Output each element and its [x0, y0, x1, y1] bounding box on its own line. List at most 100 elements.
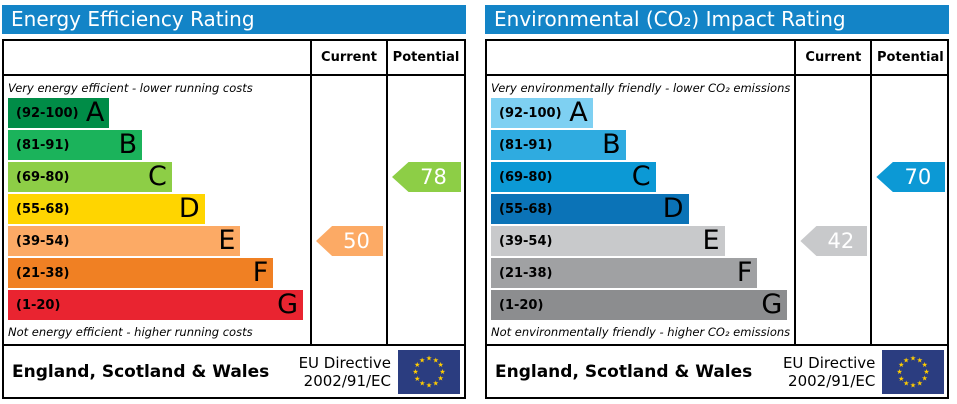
band-letter: E — [702, 225, 720, 256]
svg-text:★: ★ — [917, 356, 923, 364]
eu-flag-icon: ★ ★★★★★★★★★★★ — [882, 349, 945, 394]
panel-title-bar: Environmental (CO₂) Impact Rating — [485, 5, 949, 34]
bands-cell: Very environmentally friendly - lower CO… — [487, 76, 797, 344]
col-header-potential: Potential — [388, 41, 464, 76]
band-d: (55-68) D — [8, 194, 306, 224]
corner-cell — [4, 41, 312, 76]
band-bar: (69-80) C — [491, 162, 656, 192]
svg-text:★: ★ — [438, 361, 444, 369]
svg-text:★: ★ — [899, 361, 905, 369]
eu-directive-line1: EU Directive — [782, 353, 876, 372]
top-note: Very energy efficient - lower running co… — [8, 81, 253, 95]
svg-text:★: ★ — [899, 374, 905, 382]
panel-title-bar: Energy Efficiency Rating — [2, 5, 466, 34]
band-letter: D — [178, 193, 200, 224]
band-range-label: (21-38) — [499, 265, 553, 281]
band-range-label: (81-91) — [499, 137, 553, 153]
col-header-current: Current — [312, 41, 388, 76]
current-cell: 42 — [796, 76, 873, 344]
svg-text:★: ★ — [419, 356, 425, 364]
band-e: (39-54) E — [491, 226, 790, 256]
band-range-label: (39-54) — [16, 233, 70, 249]
band-range-label: (39-54) — [499, 233, 553, 249]
band-g: (1-20) G — [491, 290, 790, 320]
band-letter: B — [118, 129, 138, 160]
band-a: (92-100) A — [8, 98, 306, 128]
band-range-label: (69-80) — [16, 169, 70, 185]
svg-text:★: ★ — [419, 379, 425, 387]
band-bar: (81-91) B — [491, 130, 626, 160]
svg-text:★: ★ — [922, 374, 928, 382]
band-bar: (39-54) E — [8, 225, 241, 256]
svg-text:★: ★ — [910, 354, 916, 362]
svg-text:★: ★ — [903, 356, 909, 364]
band-f: (21-38) F — [8, 258, 306, 288]
band-c: (69-80) C — [491, 162, 790, 192]
eu-directive-line1: EU Directive — [298, 353, 391, 372]
band-b: (81-91) B — [491, 130, 790, 160]
panel-environmental-impact: Environmental (CO₂) Impact Rating Curren… — [485, 5, 949, 399]
eu-directive-label: EU Directive 2002/91/EC — [299, 354, 391, 390]
eu-directive-line2: 2002/91/EC — [788, 371, 876, 390]
svg-text:★: ★ — [922, 361, 928, 369]
band-letter: D — [662, 193, 684, 224]
band-letter: C — [148, 161, 167, 192]
band-g: (1-20) G — [8, 290, 306, 320]
band-b: (81-91) B — [8, 130, 306, 160]
svg-text:★: ★ — [924, 368, 930, 376]
eu-directive-label: EU Directive 2002/91/EC — [783, 354, 875, 390]
band-range-label: (55-68) — [16, 201, 70, 217]
svg-text:★: ★ — [910, 381, 916, 389]
band-d: (55-68) D — [491, 194, 790, 224]
potential-arrow: 78 — [392, 162, 461, 192]
band-bar: (21-38) F — [491, 257, 758, 288]
top-note: Very environmentally friendly - lower CO… — [491, 81, 791, 95]
band-range-label: (69-80) — [499, 169, 553, 185]
footer-row: England, Scotland & Wales EU Directive 2… — [4, 344, 464, 397]
band-letter: A — [569, 97, 588, 128]
band-letter: F — [252, 257, 269, 288]
svg-text:★: ★ — [917, 379, 923, 387]
band-bar: (81-91) B — [8, 129, 143, 160]
col-header-current: Current — [796, 41, 873, 76]
band-range-label: (21-38) — [16, 265, 70, 281]
svg-text:★: ★ — [414, 361, 420, 369]
band-letter: F — [736, 257, 753, 288]
svg-text:★: ★ — [438, 374, 444, 382]
band-letter: C — [631, 161, 651, 192]
band-letter: A — [85, 97, 105, 128]
footer-row: England, Scotland & Wales EU Directive 2… — [487, 344, 949, 397]
band-letter: G — [277, 289, 299, 320]
footer-region-label: England, Scotland & Wales — [495, 361, 753, 382]
band-letter: E — [218, 225, 236, 256]
band-range-label: (1-20) — [16, 297, 61, 313]
band-bar: (21-38) F — [8, 257, 274, 288]
bands: (92-100) A (81-91) B (69-80) C (55-68) D (39-54)… — [491, 98, 790, 320]
eu-directive-line2: 2002/91/EC — [303, 371, 391, 390]
svg-text:★: ★ — [414, 374, 420, 382]
bottom-note: Not environmentally friendly - higher CO… — [491, 325, 791, 339]
band-bar: (55-68) D — [8, 194, 205, 224]
svg-text:★: ★ — [433, 356, 439, 364]
eu-flag-icon: ★ ★★★★★★★★★★★ — [398, 349, 460, 394]
band-bar: (39-54) E — [491, 226, 725, 256]
band-e: (39-54) E — [8, 226, 306, 256]
band-c: (69-80) C — [8, 162, 306, 192]
band-range-label: (92-100) — [499, 105, 562, 121]
col-header-potential: Potential — [872, 41, 949, 76]
rating-table: Current Potential Very energy efficient … — [2, 39, 466, 399]
band-f: (21-38) F — [491, 258, 790, 288]
svg-text:★: ★ — [897, 368, 903, 376]
potential-arrow: 70 — [876, 162, 946, 192]
svg-text:★: ★ — [426, 381, 432, 389]
bottom-note: Not energy efficient - higher running co… — [8, 325, 253, 339]
band-bar: (1-20) G — [8, 289, 304, 320]
current-cell: 50 — [312, 76, 388, 344]
current-arrow: 50 — [316, 226, 383, 256]
svg-text:★: ★ — [433, 379, 439, 387]
svg-text:★: ★ — [439, 368, 445, 376]
band-range-label: (55-68) — [499, 201, 553, 217]
footer-region-label: England, Scotland & Wales — [12, 361, 270, 382]
band-bar: (92-100) A — [8, 97, 110, 128]
